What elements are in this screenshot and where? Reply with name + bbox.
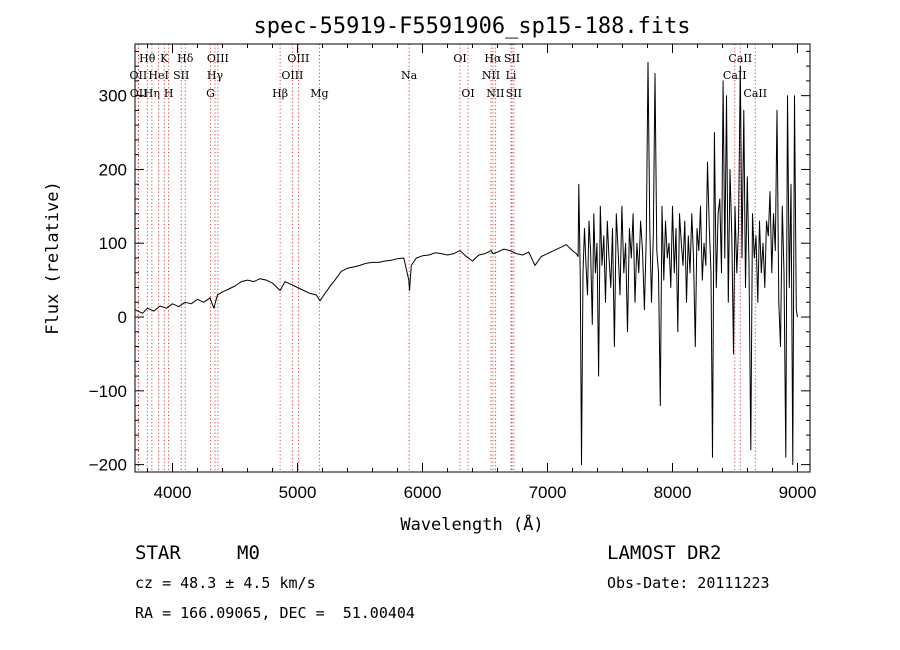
line-marker-label: K (160, 52, 169, 65)
line-marker-label: Hα (484, 52, 502, 65)
line-marker-label: H (164, 87, 174, 100)
spectrum-line (134, 61, 798, 466)
line-marker-label: NII (482, 69, 500, 82)
line-marker-label: SII (506, 87, 522, 100)
y-tick-label: 0 (118, 308, 127, 327)
line-marker-label: Na (401, 69, 418, 82)
x-tick-label: 9000 (779, 483, 817, 502)
line-marker-label: CaII (723, 69, 747, 82)
line-marker-label: CaII (728, 52, 752, 65)
line-marker-label: Hη (144, 87, 160, 100)
x-tick-label: 7000 (529, 483, 567, 502)
line-marker-label: OIII (281, 69, 303, 82)
spectrum-series (134, 61, 798, 466)
line-marker-label: Mg (310, 87, 328, 100)
line-marker-label: OIII (207, 52, 229, 65)
object-subclass: M0 (237, 542, 260, 564)
line-marker-label: OIII (287, 52, 309, 65)
plot-frame (134, 43, 811, 473)
coordinates: RA = 166.09065, DEC = 51.00404 (135, 604, 415, 622)
y-tick-label: 100 (99, 234, 127, 253)
line-marker-label: NII (486, 87, 504, 100)
line-marker-label: OII (130, 69, 148, 82)
line-marker-label: OI (461, 87, 474, 100)
line-marker-label: SII (504, 52, 520, 65)
x-axis-ticks: 4000 5000 6000 7000 8000 9000 (147, 44, 817, 502)
y-tick-label: −100 (89, 382, 127, 401)
survey-name: LAMOST DR2 (607, 542, 722, 564)
line-marker-label: G (206, 87, 215, 100)
line-marker-label: HeI (148, 69, 168, 82)
x-tick-label: 8000 (654, 483, 692, 502)
y-axis-label: Flux (relative) (43, 181, 63, 335)
line-marker-label: CaII (743, 87, 767, 100)
object-class: STAR (135, 542, 181, 564)
spectrum-chart: spec-55919-F5591906_sp15-188.fits Hθ OII O… (43, 14, 817, 535)
x-axis-label: Wavelength (Å) (400, 513, 543, 535)
y-tick-label: 300 (99, 87, 127, 106)
line-marker-label: OII (130, 87, 148, 100)
line-marker-label: Hθ (139, 52, 156, 65)
line-marker-label: Hδ (177, 52, 194, 65)
chart-title: spec-55919-F5591906_sp15-188.fits (253, 14, 690, 39)
y-tick-label: 200 (99, 160, 127, 179)
x-tick-label: 6000 (404, 483, 442, 502)
line-marker-label: Hβ (272, 87, 288, 100)
line-marker-label: Hγ (207, 69, 224, 82)
redshift-info: cz = 48.3 ± 4.5 km/s (135, 574, 316, 592)
x-tick-label: 5000 (279, 483, 317, 502)
observation-date: Obs-Date: 20111223 (607, 574, 770, 592)
line-marker-label: Li (506, 69, 517, 82)
line-marker-label: SII (173, 69, 189, 82)
line-marker-label: OI (453, 52, 466, 65)
x-tick-label: 4000 (154, 483, 192, 502)
y-axis-ticks: −200 −100 0 100 200 300 (89, 50, 810, 475)
y-tick-label: −200 (89, 456, 127, 475)
